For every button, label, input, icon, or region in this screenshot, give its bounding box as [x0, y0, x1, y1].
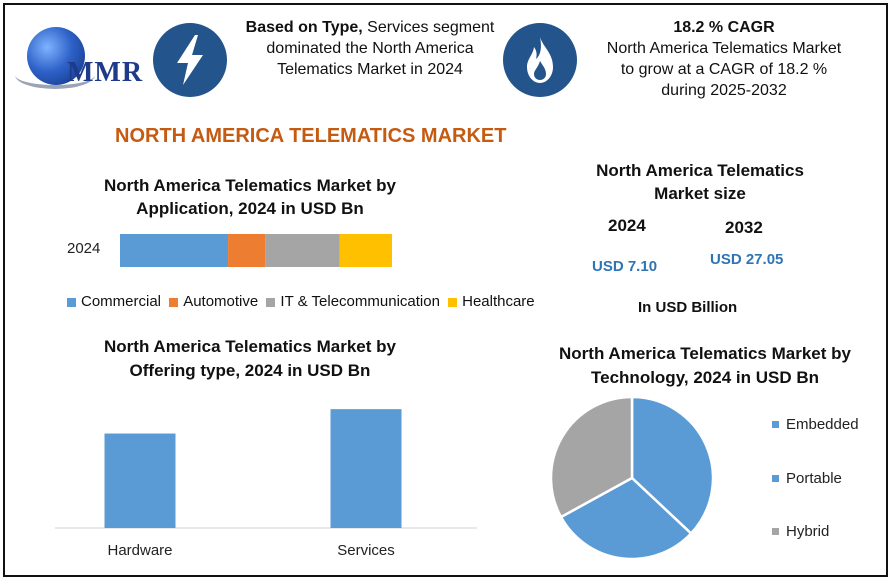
offering-chart-title: North America Telematics Market by Offer…: [90, 335, 410, 383]
brand-logo-text: MMR: [67, 57, 144, 88]
type-bold-label: Based on Type,: [245, 19, 363, 36]
type-line3: Telematics Market in 2024: [277, 61, 463, 78]
infographic-frame: MMR Based on Type, Services segment domi…: [3, 3, 888, 577]
main-title: NORTH AMERICA TELEMATICS MARKET: [115, 125, 507, 147]
legend-item-healthcare: Healthcare: [448, 293, 535, 310]
offering-tick-label-hardware: Hardware: [107, 542, 172, 559]
application-bar-segment-2: [265, 234, 340, 267]
lightning-bolt-icon: [153, 23, 227, 97]
cagr-line3: during 2025-2032: [661, 82, 787, 99]
market-size-unit-note: In USD Billion: [638, 299, 738, 316]
pie-legend-label-portable: Portable: [786, 470, 842, 487]
pie-slice-hybrid: [549, 395, 634, 519]
legend-label-automotive: Automotive: [183, 293, 259, 310]
cagr-line1: North America Telematics Market: [606, 40, 842, 57]
pie-legend-swatch-hybrid: [772, 528, 779, 535]
market-size-title: North America Telematics Market size: [565, 159, 835, 205]
pie-slice-embedded: [630, 395, 715, 536]
pie-slice-portable: [559, 476, 693, 561]
market-size-year-2032: 2032: [725, 218, 763, 237]
market-size-year-2024: 2024: [608, 216, 646, 235]
legend-label-it-telecom: IT & Telecommunication: [280, 293, 440, 310]
technology-chart-title-line2: Technology, 2024 in USD Bn: [591, 368, 819, 387]
application-bar-segment-1: [228, 234, 266, 267]
pie-legend-label-embedded: Embedded: [786, 416, 859, 433]
offering-chart-title-line2: Offering type, 2024 in USD Bn: [129, 361, 371, 380]
cagr-highlight-text: 18.2 % CAGR North America Telematics Mar…: [583, 17, 865, 101]
application-bar-segment-3: [339, 234, 392, 267]
pie-legend-swatch-embedded: [772, 421, 779, 428]
offering-bar-chart: Hardware Services: [55, 409, 477, 559]
pie-legend-label-hybrid: Hybrid: [786, 523, 829, 540]
application-legend: Commercial Automotive IT & Telecommunica…: [67, 293, 535, 310]
market-size-value-2024: USD 7.10: [592, 258, 658, 275]
market-size-value-2032: USD 27.05: [710, 251, 784, 268]
pie-legend-swatch-portable: [772, 475, 779, 482]
cagr-title: 18.2 % CAGR: [673, 19, 775, 36]
legend-label-healthcare: Healthcare: [462, 293, 535, 310]
offering-bar-services: [330, 409, 402, 528]
application-chart-title: North America Telematics Market by Appli…: [95, 174, 405, 220]
type-highlight-text: Based on Type, Services segment dominate…: [235, 17, 505, 80]
offering-bar-hardware: [104, 433, 176, 528]
type-line1: Services segment: [362, 19, 495, 36]
legend-item-automotive: Automotive: [169, 293, 258, 310]
application-chart-title-line2: Application, 2024 in USD Bn: [136, 199, 364, 218]
market-size-title-line1: North America Telematics: [596, 161, 804, 180]
application-category-label: 2024: [67, 240, 100, 257]
offering-tick-label-services: Services: [337, 542, 395, 559]
application-stacked-bar-chart: 2024: [67, 234, 392, 267]
legend-item-it-telecom: IT & Telecommunication: [266, 293, 440, 310]
cagr-line2: to grow at a CAGR of 18.2 %: [620, 61, 828, 78]
legend-item-commercial: Commercial: [67, 293, 161, 310]
technology-chart-title-line1: North America Telematics Market by: [559, 344, 851, 363]
application-chart-title-line1: North America Telematics Market by: [104, 176, 396, 195]
market-size-title-line2: Market size: [654, 184, 746, 203]
legend-label-commercial: Commercial: [81, 293, 162, 310]
technology-chart-title: North America Telematics Market by Techn…: [545, 342, 865, 390]
application-bar-segment-0: [120, 234, 229, 267]
type-line2: dominated the North America: [266, 40, 474, 57]
flame-icon: [503, 23, 577, 97]
offering-chart-title-line1: North America Telematics Market by: [104, 337, 396, 356]
technology-pie-chart: Embedded Portable Hybrid: [549, 395, 859, 561]
